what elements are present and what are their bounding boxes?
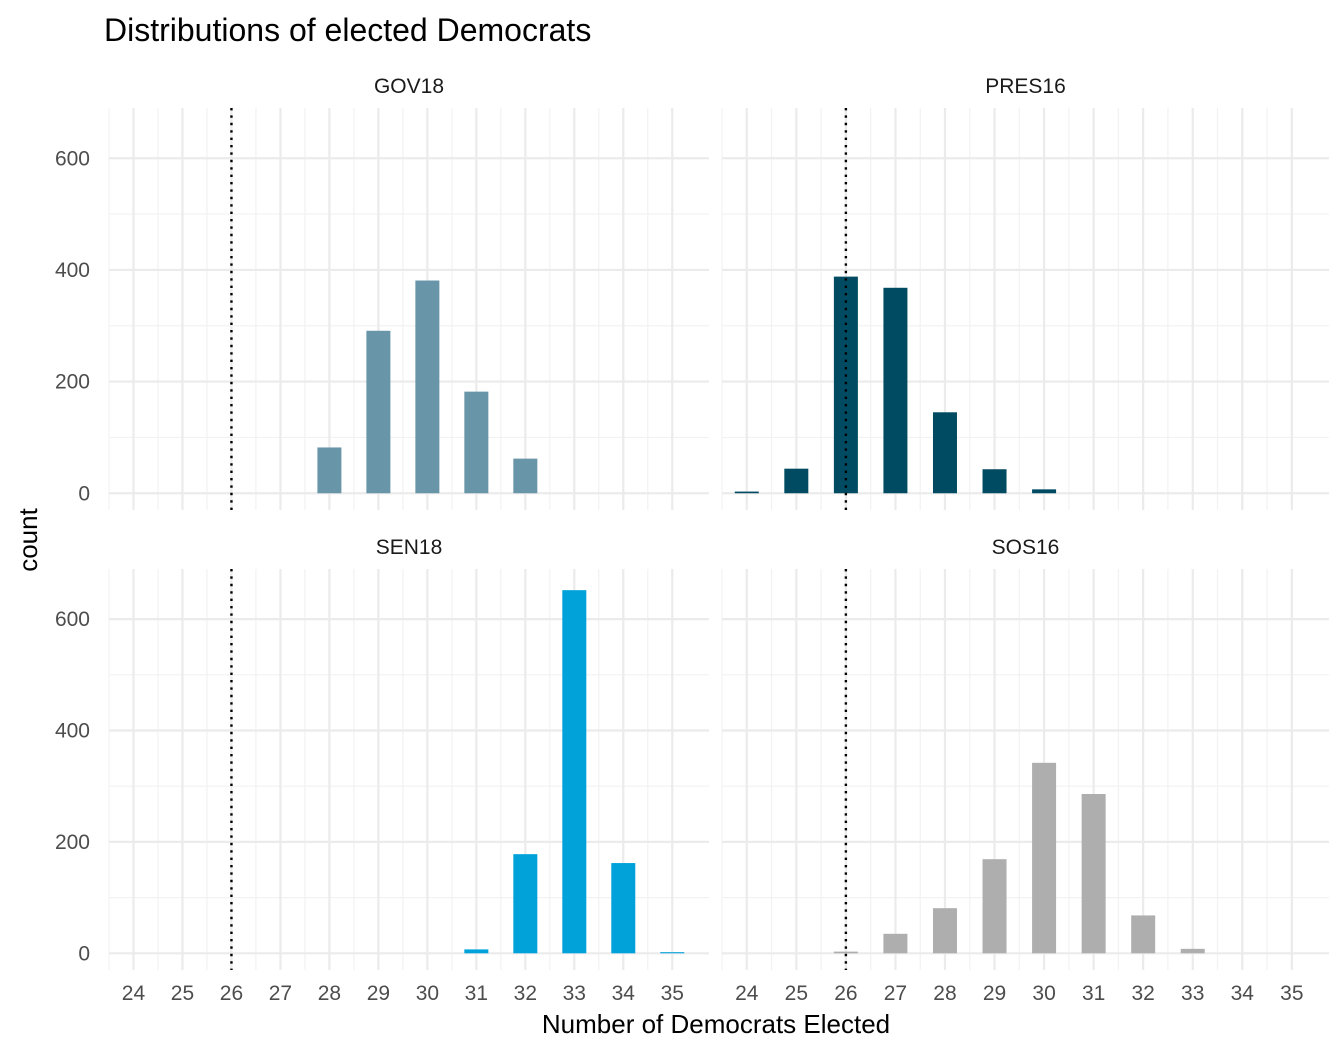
facet-panels: GOV18 PRES16 SEN18 SOS16 [108,75,1329,970]
bar-sos16-27 [883,933,908,954]
facet-label-sen18: SEN18 [376,536,443,559]
y-tick-label: 400 [55,720,90,743]
bar-sos16-26 [833,951,858,954]
bar-sos16-33 [1180,948,1205,954]
x-tick-label: 32 [1132,982,1155,1005]
y-tick-label: 400 [55,259,90,282]
panel-sen18: SEN18 [108,536,709,970]
x-tick-label: 35 [661,982,684,1005]
bar-pres16-27 [883,287,908,494]
bar-sen18-32 [513,854,538,954]
bar-sen18-34 [611,863,636,954]
x-tick-label: 31 [1082,982,1105,1005]
chart-title: Distributions of elected Democrats [104,12,591,48]
bar-gov18-30 [415,280,440,494]
x-tick-label: 34 [612,982,636,1005]
bar-pres16-30 [1032,489,1057,494]
x-tick-label: 29 [983,982,1006,1005]
y-tick-label: 600 [55,147,90,170]
bar-gov18-32 [513,458,538,494]
y-axis-label: count [13,507,43,571]
bar-gov18-28 [317,447,342,494]
y-tick-label: 200 [55,371,90,394]
x-tick-label: 24 [735,982,759,1005]
x-tick-labels: 24 25 26 27 28 29 30 31 32 33 34 35 24 25 26 27 28 29 30 31… [122,982,1304,1005]
x-tick-label: 25 [785,982,808,1005]
y-tick-label: 0 [78,942,90,965]
x-tick-label: 30 [1032,982,1055,1005]
panel-gov18: GOV18 [108,75,709,510]
x-tick-label: 34 [1231,982,1255,1005]
facet-label-pres16: PRES16 [985,75,1066,98]
bar-gov18-31 [464,391,489,494]
x-tick-label: 24 [122,982,146,1005]
bar-sen18-31 [464,949,489,954]
bar-pres16-24 [734,491,759,494]
bar-sen18-35 [660,952,685,954]
bar-gov18-29 [366,330,391,494]
x-tick-label: 26 [834,982,857,1005]
bar-pres16-25 [784,468,809,494]
y-tick-label: 600 [55,608,90,631]
bar-sen18-33 [562,590,587,954]
x-tick-label: 33 [1181,982,1204,1005]
bar-sos16-29 [982,859,1007,954]
x-tick-label: 26 [220,982,243,1005]
x-tick-label: 31 [465,982,488,1005]
bar-sos16-28 [932,908,957,954]
facet-label-sos16: SOS16 [992,536,1060,559]
x-tick-label: 33 [563,982,586,1005]
y-tick-label: 200 [55,831,90,854]
bar-sos16-32 [1131,915,1156,954]
x-tick-label: 27 [884,982,907,1005]
y-tick-label: 0 [78,482,90,505]
x-axis-label: Number of Democrats Elected [542,1009,890,1039]
x-tick-label: 28 [318,982,341,1005]
bar-sos16-30 [1032,762,1057,954]
facet-label-gov18: GOV18 [374,75,444,98]
x-tick-label: 35 [1280,982,1303,1005]
panel-pres16: PRES16 [721,75,1329,510]
bar-pres16-29 [982,469,1007,494]
bar-sos16-31 [1081,794,1106,954]
x-tick-label: 32 [514,982,537,1005]
y-tick-labels: 0 200 400 600 0 200 400 600 [55,147,90,965]
x-tick-label: 29 [367,982,390,1005]
x-tick-label: 30 [416,982,439,1005]
x-tick-label: 25 [171,982,194,1005]
panel-sos16: SOS16 [721,536,1329,970]
x-tick-label: 28 [933,982,956,1005]
x-tick-label: 27 [269,982,292,1005]
bar-pres16-28 [932,412,957,494]
